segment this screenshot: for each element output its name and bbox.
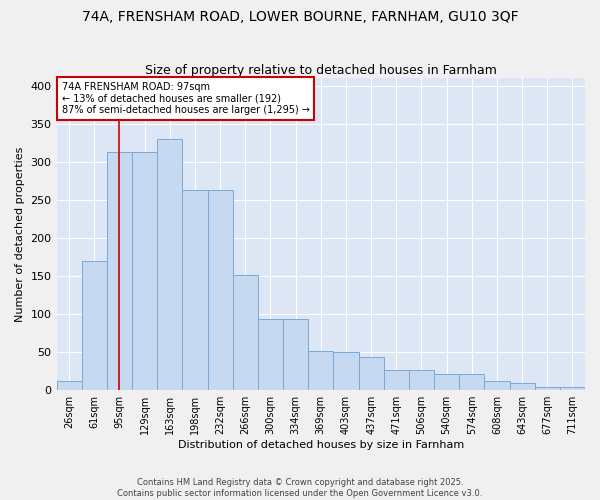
Bar — [359, 356, 383, 390]
Bar — [182, 190, 208, 390]
Bar — [484, 381, 509, 390]
Bar — [308, 352, 334, 390]
Y-axis label: Number of detached properties: Number of detached properties — [15, 146, 25, 322]
Bar — [56, 381, 82, 390]
Bar — [409, 370, 434, 390]
Bar — [107, 152, 132, 390]
Bar — [283, 318, 308, 390]
Bar — [334, 352, 359, 390]
Bar — [82, 261, 107, 390]
Bar — [132, 152, 157, 390]
Text: 74A, FRENSHAM ROAD, LOWER BOURNE, FARNHAM, GU10 3QF: 74A, FRENSHAM ROAD, LOWER BOURNE, FARNHA… — [82, 10, 518, 24]
Bar — [535, 387, 560, 390]
Bar — [560, 387, 585, 390]
Text: 74A FRENSHAM ROAD: 97sqm
← 13% of detached houses are smaller (192)
87% of semi-: 74A FRENSHAM ROAD: 97sqm ← 13% of detach… — [62, 82, 310, 115]
Bar — [258, 318, 283, 390]
Bar — [383, 370, 409, 390]
X-axis label: Distribution of detached houses by size in Farnham: Distribution of detached houses by size … — [178, 440, 464, 450]
Bar — [459, 374, 484, 390]
Bar — [157, 139, 182, 390]
Bar — [208, 190, 233, 390]
Text: Contains HM Land Registry data © Crown copyright and database right 2025.
Contai: Contains HM Land Registry data © Crown c… — [118, 478, 482, 498]
Bar — [434, 374, 459, 390]
Title: Size of property relative to detached houses in Farnham: Size of property relative to detached ho… — [145, 64, 497, 77]
Bar — [509, 384, 535, 390]
Bar — [233, 276, 258, 390]
